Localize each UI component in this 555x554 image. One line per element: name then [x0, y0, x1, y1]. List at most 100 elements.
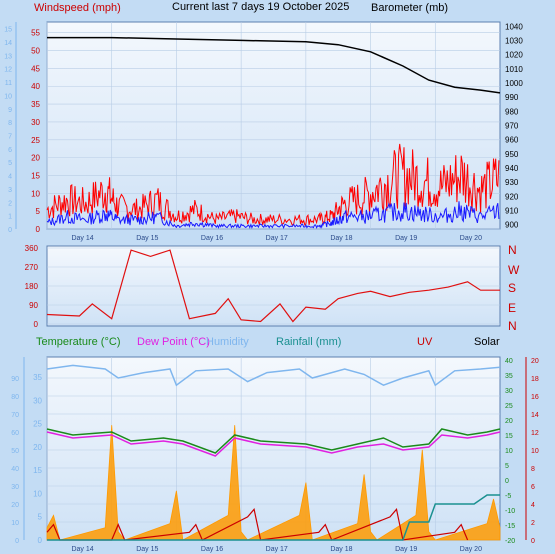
outer-tick: 3	[8, 187, 12, 194]
inner-left-tick: 30	[33, 396, 42, 405]
barometer-tick-labels: 900 910 920 930 940 950 960 970 980 990 1000 1010 10…	[505, 22, 523, 229]
windspeed-tick: 25	[31, 136, 40, 145]
solar-area	[46, 425, 501, 541]
humidity-tick: 20	[11, 502, 19, 509]
humidity-tick: 50	[11, 448, 19, 455]
windspeed-tick: 20	[31, 154, 40, 163]
compass-tick: E	[508, 301, 516, 315]
windspeed-tick: 15	[31, 171, 40, 180]
outer-tick: 6	[8, 147, 12, 154]
barometer-tick: 1000	[505, 79, 523, 88]
barometer-tick: 900	[505, 221, 519, 230]
windspeed-tick: 30	[31, 118, 40, 127]
x-tick: Day 15	[136, 235, 158, 242]
temperature-tick: 25	[505, 403, 513, 410]
inner-left-tick: 5	[38, 513, 43, 522]
humidity-tick: 30	[11, 484, 19, 491]
outer-tick: 7	[8, 134, 12, 141]
windspeed-tick: 50	[31, 47, 40, 56]
chart-title: Current last 7 days 19 October 2025	[172, 1, 349, 13]
direction-tick-labels: 0 90 180 270 360	[25, 244, 39, 329]
x-tick: Day 18	[330, 235, 352, 242]
windspeed-series	[46, 36, 501, 229]
inner-left-tick-labels: 0 5 10 15 20 25 30 35	[33, 373, 42, 545]
x-tick: Day 14	[71, 546, 93, 553]
x-tick: Day 17	[266, 546, 288, 553]
temperature-tick: 15	[505, 433, 513, 440]
rainfall-tick: 20	[531, 358, 539, 365]
temperature-tick: -15	[505, 523, 515, 530]
x-tick: Day 16	[201, 546, 223, 553]
rainfall-line	[47, 494, 500, 541]
temperature-tick: -5	[505, 493, 511, 500]
barometer-tick: 1040	[505, 22, 523, 31]
rainfall-tick-labels: 0 2 4 6 8 10 12 14 16 18 20	[531, 358, 539, 545]
inner-left-tick: 25	[33, 420, 42, 429]
temperature-tick: 40	[505, 358, 513, 365]
legend-solar: Solar	[474, 336, 500, 348]
rainfall-tick: 6	[531, 484, 535, 491]
rainfall-tick: 2	[531, 520, 535, 527]
x-tick: Day 20	[460, 546, 482, 553]
outer-tick: 12	[4, 67, 12, 74]
humidity-tick: 40	[11, 466, 19, 473]
direction-tick: 270	[25, 263, 39, 272]
direction-tick: 180	[25, 282, 39, 291]
compass-tick: S	[508, 281, 516, 295]
windspeed-tick: 55	[31, 29, 40, 38]
temperature-line	[46, 428, 501, 454]
outer-tick: 13	[4, 53, 12, 60]
outer-tick: 8	[8, 120, 12, 127]
humidity-tick: 60	[11, 430, 19, 437]
outer-tick: 9	[8, 107, 12, 114]
temperature-tick: 20	[505, 418, 513, 425]
barometer-tick: 930	[505, 178, 519, 187]
inner-left-tick: 15	[33, 466, 42, 475]
windspeed-tick: 0	[36, 225, 41, 234]
rainfall-tick: 18	[531, 376, 539, 383]
direction-tick: 0	[34, 320, 39, 329]
barometer-line	[47, 36, 501, 94]
rainfall-tick: 4	[531, 502, 535, 509]
legend-uv: UV	[417, 336, 433, 348]
legend-temperature: Temperature (°C)	[36, 336, 120, 348]
temperature-series	[46, 364, 501, 541]
outer-tick: 0	[8, 227, 12, 234]
inner-left-tick: 35	[33, 373, 42, 382]
direction-line	[46, 249, 500, 323]
inner-left-tick: 10	[33, 489, 42, 498]
barometer-tick: 920	[505, 192, 519, 201]
inner-left-tick: 0	[38, 536, 43, 545]
humidity-tick: 0	[15, 538, 19, 545]
windspeed-plot-area	[46, 21, 501, 230]
temperature-tick: 0	[505, 478, 509, 485]
barometer-tick: 1030	[505, 36, 523, 45]
humidity-tick: 90	[11, 376, 19, 383]
windspeed-gust-line	[46, 143, 500, 226]
rainfall-tick: 10	[531, 448, 539, 455]
compass-tick: N	[508, 319, 517, 333]
rainfall-tick: 8	[531, 466, 535, 473]
barometer-tick: 1010	[505, 65, 523, 74]
x-tick-labels-top: Day 14 Day 15 Day 16 Day 17 Day 18 Day 19 Day …	[71, 235, 482, 242]
x-tick: Day 16	[201, 235, 223, 242]
x-tick: Day 19	[395, 546, 417, 553]
outer-tick: 4	[8, 174, 12, 181]
compass-tick: W	[508, 263, 520, 277]
temperature-tick: 30	[505, 388, 513, 395]
outer-tick: 11	[5, 80, 12, 87]
windspeed-tick: 40	[31, 82, 40, 91]
humidity-tick-labels: 0 10 20 30 40 50 60 70 80 90	[11, 376, 19, 545]
outer-tick: 15	[4, 27, 12, 34]
windspeed-tick-labels: 0 5 10 15 20 25 30 35 40 45 50 55	[31, 29, 40, 234]
humidity-tick: 70	[11, 412, 19, 419]
barometer-tick: 1020	[505, 51, 523, 60]
outer-tick: 14	[4, 40, 12, 47]
rainfall-tick: 14	[531, 412, 539, 419]
outer-tick: 5	[8, 160, 12, 167]
barometer-tick: 990	[505, 93, 519, 102]
outer-tick: 1	[8, 214, 12, 221]
